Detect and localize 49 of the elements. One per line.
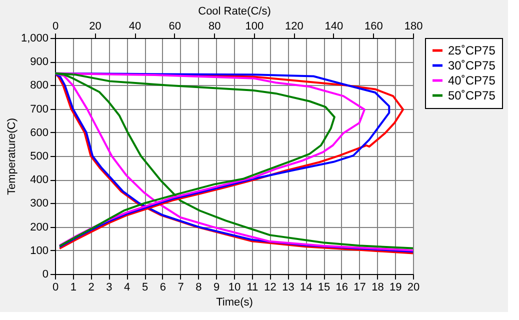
x-tick-label: 19 [389,282,402,294]
x-tick-label: 14 [300,282,312,294]
x-tick-label: 1 [70,282,76,294]
x2-tick-label: 0 [52,20,59,32]
y-tick-label: 400 [30,174,48,186]
y-axis-title: Temperature(C) [6,118,18,196]
x2-tick-label: 80 [208,20,221,32]
y-tick-label: 600 [30,126,48,139]
y-tick-label: 800 [30,80,48,92]
x-tick-label: 17 [354,282,366,294]
y-tick-label: 200 [30,221,48,234]
y-tick-label: 1,000 [20,32,48,44]
x-tick-label: 3 [106,282,112,294]
legend-label: 50˚CP75 [448,88,496,102]
x-tick-label: 11 [246,282,258,294]
x-tick-label: 10 [228,282,241,294]
x-tick-label: 12 [264,282,276,294]
x2-tick-label: 100 [245,20,264,32]
x-tick-label: 20 [407,282,420,294]
x-tick-label: 15 [318,282,330,294]
x-tick-label: 8 [196,282,202,294]
y-tick-label: 100 [30,244,48,257]
x-tick-label: 7 [178,282,184,294]
x-tick-label: 2 [88,282,94,294]
y-tick-label: 900 [30,56,48,68]
x-tick-label: 16 [336,282,348,294]
legend-label: 25˚CP75 [448,44,496,58]
x2-tick-label: 20 [89,20,102,32]
x-tick-label: 18 [372,282,384,294]
x2-axis-title: Cool Rate(C/s) [198,6,271,18]
legend-label: 30˚CP75 [448,58,496,72]
x-tick-label: 13 [282,282,294,294]
y-tick-label: 0 [42,268,48,280]
y-tick-label: 700 [30,103,48,116]
x2-tick-label: 180 [404,20,423,32]
x2-tick-label: 120 [284,20,304,32]
x-tick-label: 6 [160,282,166,294]
x-tick-label: 5 [142,282,148,294]
x-tick-label: 0 [52,282,59,294]
y-tick-label: 500 [30,150,48,162]
legend-label: 40˚CP75 [448,74,496,88]
y-tick-label: 300 [30,198,48,210]
x-tick-label: 4 [124,282,130,294]
x2-tick-label: 40 [128,20,142,32]
x2-tick-label: 60 [168,20,181,32]
x-tick-label: 9 [214,282,220,294]
x2-tick-label: 140 [324,20,344,32]
x-axis-title: Time(s) [216,296,253,308]
x2-tick-label: 160 [364,20,383,32]
